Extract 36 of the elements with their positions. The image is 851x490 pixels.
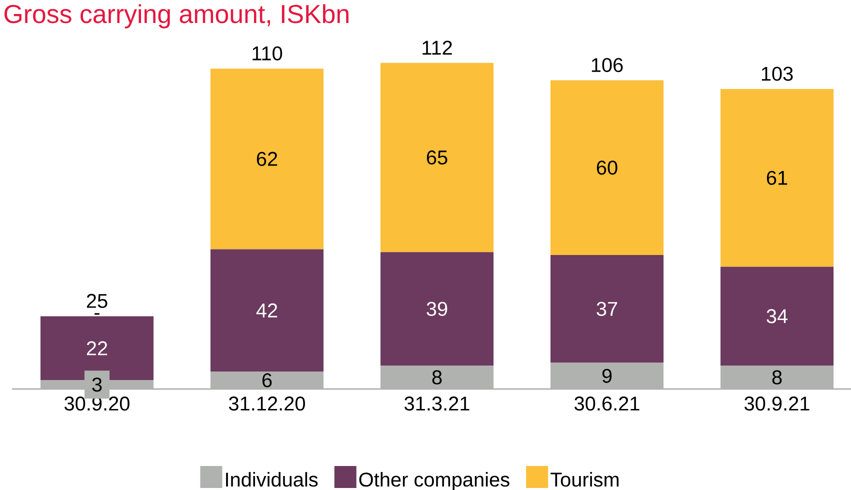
data-label: - bbox=[94, 313, 100, 315]
bar bbox=[210, 68, 324, 250]
total-label: 106 bbox=[592, 58, 623, 72]
data-label: 22 bbox=[86, 341, 108, 356]
data-label: 34 bbox=[766, 309, 788, 324]
bar bbox=[550, 80, 664, 256]
total-label: 25 bbox=[86, 294, 108, 308]
data-label: 62 bbox=[256, 152, 278, 166]
x-tick-label: 31.12.20 bbox=[228, 396, 305, 411]
data-label: 61 bbox=[766, 170, 788, 185]
data-label: 6 bbox=[262, 373, 272, 388]
total-label: 103 bbox=[762, 66, 793, 81]
x-tick-label: 31.3.21 bbox=[404, 396, 470, 411]
x-tick-label: 30.9.20 bbox=[64, 396, 130, 411]
data-label: 8 bbox=[432, 370, 442, 384]
data-label: 3 bbox=[92, 378, 102, 392]
data-label: 9 bbox=[602, 368, 612, 383]
data-label: 37 bbox=[596, 302, 618, 316]
bar bbox=[380, 252, 494, 366]
legend-label: Individuals bbox=[226, 472, 318, 487]
x-tick-label: 30.6.21 bbox=[574, 396, 640, 411]
chart-title: Gross carrying amount, ISKbn bbox=[4, 4, 348, 28]
bar bbox=[380, 62, 494, 252]
data-label: 42 bbox=[256, 303, 278, 318]
data-label: 8 bbox=[772, 370, 782, 384]
data-label: 65 bbox=[426, 150, 448, 165]
legend-label: Tourism bbox=[550, 472, 619, 487]
bar bbox=[720, 89, 834, 267]
x-tick-label: 30.9.21 bbox=[744, 396, 810, 411]
data-label: 60 bbox=[596, 160, 618, 175]
total-label: 110 bbox=[252, 46, 282, 60]
bar bbox=[550, 255, 664, 363]
data-label: 39 bbox=[426, 302, 448, 316]
bar bbox=[720, 266, 834, 366]
bar bbox=[210, 249, 324, 372]
total-label: 112 bbox=[422, 40, 452, 55]
